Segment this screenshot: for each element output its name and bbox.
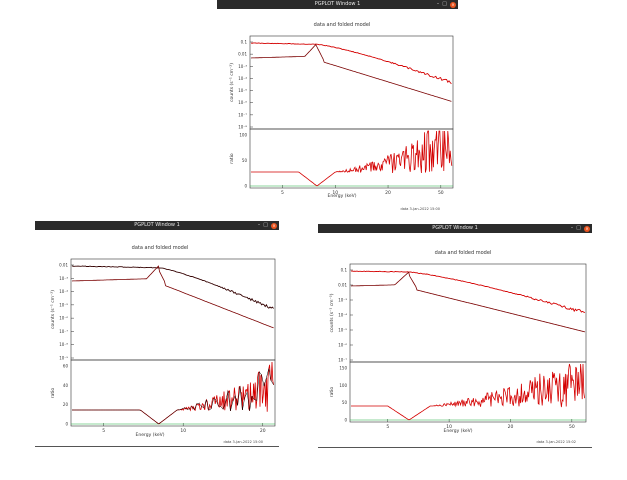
y-tick-label: 10⁻⁹ [59,356,68,361]
folded-model-line [71,265,274,329]
folded-model-line [250,44,452,102]
x-axis-label: Energy (keV) [328,193,357,199]
pgplot-window-top: PGPLOT Window 1 – □ × data and folded mo… [217,0,458,212]
x-tick-label: 10 [332,190,338,196]
x-tick-label: 10 [180,428,186,434]
y-tick-label: 10⁻⁶ [59,316,68,321]
window-bottom-border [35,446,279,447]
y-axis-label: counts (s⁻¹ cm⁻²) [50,290,56,329]
ratio-tick-label: 0 [65,422,68,427]
maximize-icon[interactable]: □ [576,225,581,231]
window-title: PGPLOT Window 1 [134,222,180,228]
y-tick-label: 10⁻⁵ [338,328,347,333]
upper-panel-frame [249,35,454,130]
ratio-panel-frame [349,361,587,423]
x-tick-label: 10 [446,424,452,430]
ratio-tick-label: 60 [63,364,69,369]
spectrum-plot: data and folded model 0.01 10⁻³ 10⁻⁴ 10⁻⁵ 10⁻… [50,245,276,444]
close-icon[interactable]: × [584,225,590,232]
window-titlebar[interactable]: PGPLOT Window 1 – □ × [35,221,279,230]
y-tick-label: 0.01 [59,263,68,268]
pgplot-window-bottom-left: PGPLOT Window 1 – □ × data and folded mo… [35,221,279,445]
maximize-icon[interactable]: □ [442,1,447,7]
data-spectrum-line [250,42,452,85]
ratio-tick-label: 0 [344,418,347,423]
y-tick-label: 10⁻⁶ [238,100,247,105]
upper-panel-frame [349,263,587,363]
ratio-axis-label: ratio [50,388,56,399]
upper-panel-frame [70,258,276,361]
y-tick-label: 10⁻³ [338,298,347,303]
x-tick-label: 20 [260,428,266,434]
y-tick-label: 10⁻³ [59,276,68,281]
x-tick-label: 20 [508,424,514,430]
close-icon[interactable]: × [450,1,456,8]
close-icon[interactable]: × [271,222,277,229]
maximize-icon[interactable]: □ [263,222,268,228]
x-tick-label: 50 [438,190,444,196]
spectrum-plot: data and folded model 0.1 0.01 10⁻³ 10⁻⁴ 10⁻⁵… [329,250,587,444]
ratio-data-trace [72,361,274,425]
window-title: PGPLOT Window 1 [432,225,478,231]
minimize-icon[interactable]: – [436,1,440,7]
ratio-tick-label: 20 [63,402,69,407]
y-tick-label: 10⁻⁴ [59,289,68,294]
ratio-data-trace [351,363,585,421]
ratio-tick-label: 0 [244,184,247,189]
timestamp-label: data 3-Jan-2022 15:00 [401,207,440,211]
y-tick-label: 10⁻⁷ [338,358,347,363]
x-tick-label: 5 [386,424,389,430]
ratio-tick-label: 100 [239,133,247,138]
y-tick-label: 10⁻³ [238,64,247,69]
y-tick-label: 10⁻⁷ [59,329,68,334]
ratio-data-trace [251,130,453,187]
window-titlebar[interactable]: PGPLOT Window 1 – □ × [217,0,458,9]
plot-title: data and folded model [435,250,492,256]
timestamp-label: data 3-Jan-2022 15:02 [537,440,576,444]
x-tick-label: 5 [281,190,284,196]
ratio-data-trace-dark [72,368,274,425]
ratio-axis-label: ratio [329,387,335,398]
x-tick-label: 20 [385,190,391,196]
pgplot-window-bottom-right: PGPLOT Window 1 – □ × data and folded mo… [318,224,592,446]
y-tick-label: 0.01 [338,283,347,288]
y-tick-label: 10⁻⁸ [59,342,68,347]
ratio-tick-label: 50 [242,158,248,163]
plot-title: data and folded model [132,245,189,251]
x-axis-label: Energy (keV) [136,432,165,438]
y-tick-label: 10⁻⁵ [238,88,247,93]
y-axis-label: counts (s⁻¹ cm⁻²) [229,63,235,102]
window-title: PGPLOT Window 1 [314,1,361,7]
ratio-tick-label: 40 [63,383,69,388]
ratio-tick-label: 100 [339,383,347,388]
y-tick-label: 10⁻⁴ [238,76,247,81]
y-axis-label: counts (s⁻¹ cm⁻²) [329,293,335,332]
y-tick-label: 10⁻⁸ [238,125,247,130]
y-tick-label: 10⁻⁷ [238,112,247,117]
data-spectrum-line [71,265,274,309]
y-tick-label: 10⁻⁴ [338,313,347,318]
window-titlebar[interactable]: PGPLOT Window 1 – □ × [318,224,592,233]
minimize-icon[interactable]: – [257,222,261,228]
y-tick-label: 10⁻⁶ [338,343,347,348]
folded-model-line [350,271,586,333]
ratio-tick-label: 150 [339,366,347,371]
y-tick-label: 10⁻⁵ [59,302,68,307]
window-bottom-border [318,447,592,448]
y-tick-label: 0.01 [238,52,247,57]
timestamp-label: data 3-Jan-2022 15:00 [224,440,263,444]
y-tick-label: 0.1 [241,40,248,45]
x-tick-label: 50 [569,424,575,430]
ratio-tick-label: 50 [342,400,348,405]
x-axis-label: Energy (keV) [444,428,473,434]
y-tick-label: 0.1 [341,268,348,273]
x-tick-label: 5 [102,428,105,434]
ratio-axis-label: ratio [229,153,235,164]
plot-title: data and folded model [314,22,371,28]
data-spectrum-line [351,270,586,313]
spectrum-plot: data and folded model 0.1 0.01 10⁻³ 10⁻⁴ 10⁻⁵… [229,22,454,211]
minimize-icon[interactable]: – [570,225,574,231]
ratio-panel-frame [249,128,454,189]
ratio-panel-frame [70,359,276,427]
